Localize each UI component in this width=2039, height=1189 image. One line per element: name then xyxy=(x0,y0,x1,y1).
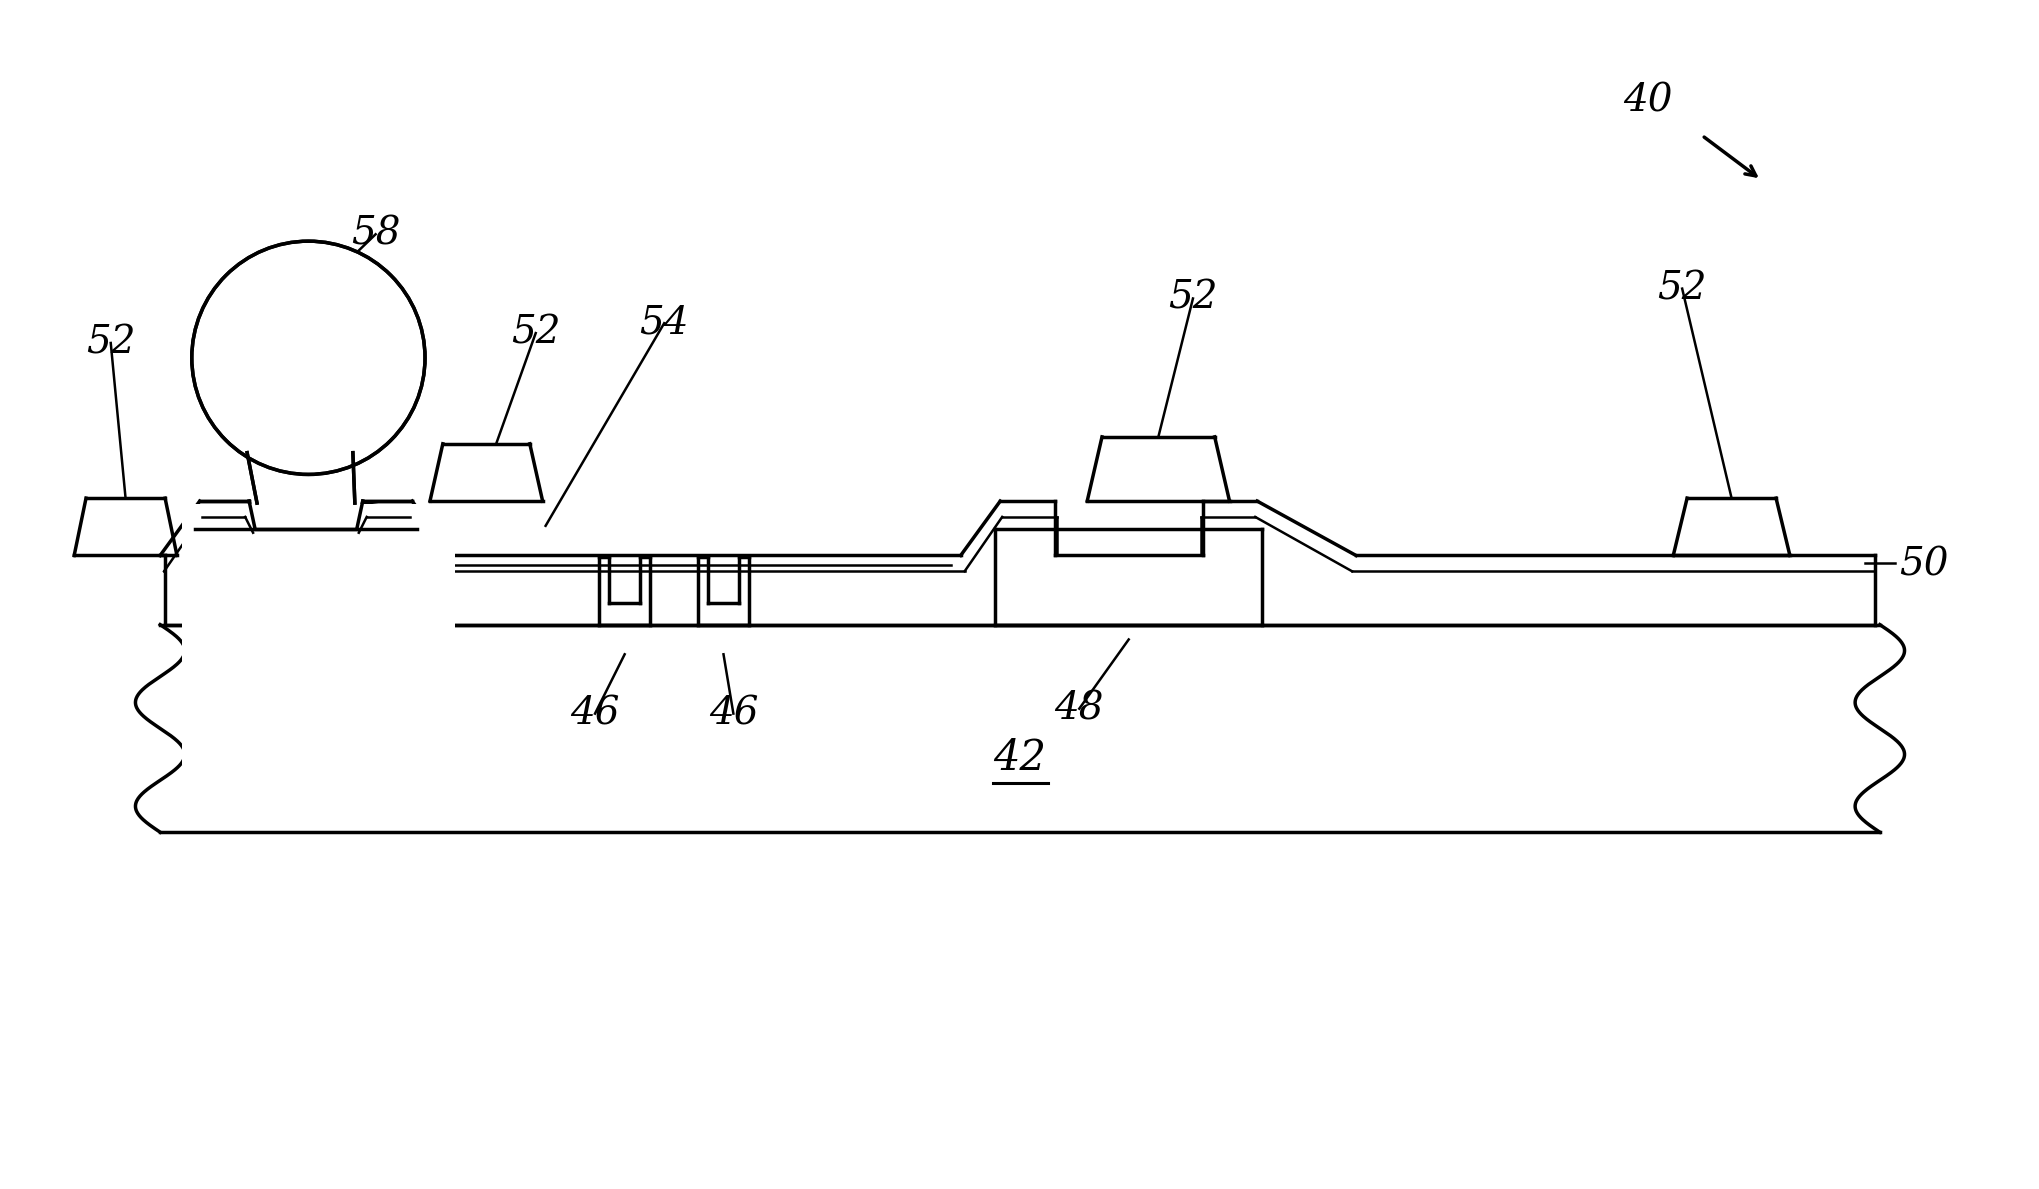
Text: 54: 54 xyxy=(640,304,689,341)
Text: 42: 42 xyxy=(993,737,1046,779)
Text: 46: 46 xyxy=(710,696,759,732)
Text: 46: 46 xyxy=(571,696,620,732)
Text: 52: 52 xyxy=(86,325,135,361)
Text: 52: 52 xyxy=(1658,270,1707,307)
Text: 50: 50 xyxy=(1900,547,1949,584)
Text: 58: 58 xyxy=(351,215,400,253)
Bar xyxy=(181,504,455,800)
Text: 52: 52 xyxy=(512,315,561,352)
Text: 48: 48 xyxy=(1054,690,1103,728)
Circle shape xyxy=(192,241,424,474)
Text: 44: 44 xyxy=(200,680,249,717)
Text: 40: 40 xyxy=(1623,82,1672,119)
Text: 52: 52 xyxy=(1168,279,1217,317)
